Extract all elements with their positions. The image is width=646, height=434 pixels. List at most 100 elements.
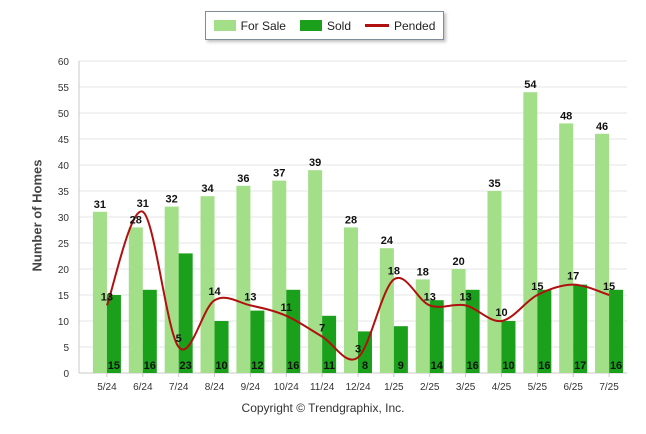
bar-for-sale	[164, 206, 179, 373]
data-label-pended: 13	[424, 291, 436, 303]
x-tick-label: 11/24	[310, 382, 335, 393]
data-label-sold: 16	[144, 360, 156, 372]
bar-for-sale	[272, 180, 287, 373]
y-tick-label: 15	[58, 291, 70, 302]
data-label-sold: 12	[251, 360, 263, 372]
data-label-sold: 16	[538, 360, 550, 372]
bar-for-sale	[487, 191, 502, 373]
data-label-pended: 13	[459, 291, 471, 303]
bar-sold	[393, 326, 408, 373]
bar-sold	[214, 321, 229, 373]
legend-label-pended: Pended	[394, 18, 436, 33]
legend-item-pended[interactable]: Pended	[365, 19, 435, 33]
data-label-pended: 7	[319, 323, 325, 335]
data-label-sold: 23	[180, 360, 192, 372]
copyright-text: Copyright © Trendgraphix, Inc.	[241, 401, 405, 415]
bar-sold	[250, 310, 265, 373]
data-label-for-sale: 34	[201, 183, 214, 195]
legend-label-for-sale: For Sale	[240, 18, 286, 33]
data-label-pended: 15	[603, 281, 615, 293]
data-label-for-sale: 54	[524, 79, 537, 91]
data-label-for-sale: 18	[417, 266, 429, 278]
x-tick-label: 6/24	[133, 382, 153, 393]
data-label-for-sale: 28	[345, 214, 357, 226]
legend-item-sold[interactable]: Sold	[299, 18, 351, 33]
data-label-for-sale: 20	[452, 256, 464, 268]
chart-legend: For Sale Sold Pended	[205, 11, 444, 40]
legend-swatch-sold	[299, 20, 322, 31]
y-tick-label: 20	[58, 265, 70, 276]
data-label-for-sale: 35	[488, 178, 500, 190]
bar-for-sale	[523, 92, 538, 373]
y-tick-label: 55	[58, 83, 70, 94]
bar-for-sale	[92, 211, 107, 373]
y-tick-label: 60	[58, 57, 70, 68]
y-tick-label: 5	[63, 343, 69, 354]
data-label-sold: 16	[287, 360, 299, 372]
data-label-pended: 17	[567, 271, 579, 283]
bar-sold	[429, 300, 444, 373]
y-tick-label: 25	[58, 239, 70, 250]
bar-sold	[609, 289, 624, 373]
bar-for-sale	[308, 170, 323, 373]
bar-for-sale	[451, 269, 466, 373]
y-tick-label: 35	[58, 187, 70, 198]
data-label-sold: 8	[362, 360, 368, 372]
data-label-for-sale: 28	[130, 214, 142, 226]
data-label-sold: 10	[215, 360, 227, 372]
bar-sold	[106, 295, 121, 373]
legend-item-for-sale[interactable]: For Sale	[213, 18, 286, 33]
data-label-sold: 15	[108, 360, 120, 372]
data-label-for-sale: 46	[596, 121, 608, 133]
data-label-for-sale: 31	[94, 199, 106, 211]
y-tick-label: 45	[58, 135, 70, 146]
bar-for-sale	[128, 227, 143, 373]
data-label-sold: 14	[431, 360, 444, 372]
data-label-for-sale: 32	[166, 194, 178, 206]
bar-sold	[178, 253, 193, 373]
data-label-pended: 13	[244, 291, 256, 303]
x-tick-label: 5/25	[528, 382, 548, 393]
y-tick-label: 0	[63, 369, 69, 380]
data-label-pended: 10	[495, 307, 507, 319]
bar-sold	[358, 331, 372, 373]
x-tick-label: 10/24	[274, 382, 299, 393]
data-label-sold: 10	[502, 360, 514, 372]
data-label-for-sale: 48	[560, 110, 572, 122]
data-label-for-sale: 39	[309, 157, 321, 169]
line-pended	[105, 210, 610, 361]
bar-sold	[537, 289, 552, 373]
data-label-pended: 13	[101, 291, 113, 303]
data-label-sold: 16	[610, 360, 622, 372]
data-label-pended: 5	[176, 333, 182, 345]
x-tick-label: 5/24	[97, 382, 117, 393]
legend-swatch-for-sale	[213, 20, 236, 31]
bar-for-sale	[236, 185, 251, 373]
bar-for-sale	[595, 133, 610, 373]
legend-swatch-pended	[365, 24, 389, 27]
bar-for-sale	[200, 196, 215, 373]
data-label-pended: 31	[137, 198, 149, 210]
bar-for-sale	[559, 123, 574, 374]
legend-label-sold: Sold	[326, 18, 351, 33]
data-label-pended: 18	[388, 265, 400, 277]
x-tick-label: 7/25	[599, 382, 619, 393]
data-label-for-sale: 37	[273, 168, 285, 180]
data-label-pended: 15	[531, 281, 543, 293]
data-label-sold: 9	[398, 360, 404, 372]
bar-for-sale	[379, 248, 394, 373]
x-tick-label: 6/25	[563, 382, 583, 393]
bar-sold	[286, 289, 301, 373]
bar-sold	[501, 321, 516, 373]
data-label-sold: 17	[574, 360, 586, 372]
x-tick-label: 7/24	[169, 382, 189, 393]
x-tick-label: 12/24	[345, 382, 370, 393]
x-tick-label: 4/25	[492, 382, 512, 393]
x-tick-label: 2/25	[420, 382, 440, 393]
y-tick-label: 10	[58, 317, 70, 328]
data-label-sold: 11	[323, 360, 335, 372]
bar-sold	[322, 315, 337, 373]
data-label-pended: 11	[280, 302, 292, 314]
data-label-for-sale: 36	[237, 173, 249, 185]
